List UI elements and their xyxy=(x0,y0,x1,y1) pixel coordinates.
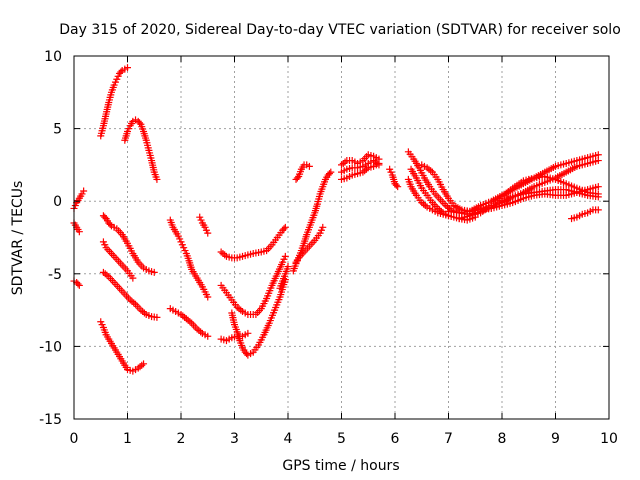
series-arc-r xyxy=(292,161,313,183)
data-point xyxy=(75,228,83,236)
series-arc-p xyxy=(228,276,289,359)
series-arc-h xyxy=(99,268,161,321)
data-point xyxy=(281,223,289,231)
y-tick-label: -15 xyxy=(39,412,62,428)
data-point xyxy=(280,225,288,233)
data-point xyxy=(392,181,400,189)
data-point xyxy=(375,161,383,169)
series-arc-x xyxy=(386,165,402,191)
data-point xyxy=(74,280,82,288)
series-arc-b xyxy=(70,219,83,236)
series-arc-aa xyxy=(404,175,452,220)
series-arc-j xyxy=(166,216,212,301)
data-point xyxy=(153,175,161,183)
data-point xyxy=(244,329,252,337)
x-tick-label: 3 xyxy=(230,431,239,447)
data-point xyxy=(594,193,602,201)
series-arc-t xyxy=(292,223,327,266)
data-point xyxy=(106,220,114,228)
data-point xyxy=(284,263,292,271)
series-arc-q xyxy=(276,263,292,292)
y-tick-label: -5 xyxy=(48,267,62,283)
series-arc-e xyxy=(121,116,161,183)
data-point xyxy=(594,157,602,165)
data-point xyxy=(204,229,212,237)
series-arc-ag xyxy=(498,186,602,205)
series-arc-a xyxy=(70,187,88,212)
x-tick-label: 1 xyxy=(123,431,132,447)
x-tick-label: 6 xyxy=(391,431,400,447)
series-arc-g xyxy=(99,238,137,282)
y-tick-label: 0 xyxy=(53,194,62,210)
x-tick-label: 0 xyxy=(70,431,79,447)
series-arc-s xyxy=(289,168,335,275)
series-arc-l xyxy=(196,213,212,237)
y-tick-label: -10 xyxy=(39,339,62,355)
series-arc-ah xyxy=(568,206,602,223)
y-axis-label: SDTVAR / TECUs xyxy=(10,181,26,296)
data-point xyxy=(150,268,158,276)
series-arc-i xyxy=(97,318,148,375)
x-tick-label: 5 xyxy=(337,431,346,447)
data-point xyxy=(327,168,335,176)
series-arc-w xyxy=(338,157,383,176)
data-point xyxy=(136,119,144,127)
data-point xyxy=(101,213,109,221)
x-tick-label: 9 xyxy=(551,431,560,447)
data-point xyxy=(153,313,161,321)
series-arc-c xyxy=(70,277,83,289)
series-arc-f xyxy=(99,212,158,276)
data-point xyxy=(140,360,148,368)
data-point xyxy=(594,183,602,191)
series-arc-n xyxy=(217,252,289,318)
axis-ticks: 0 1 2 3 4 5 6 7 8 9 10 -15 -10 -5 0 5 10 xyxy=(39,49,618,447)
data-point xyxy=(80,187,88,195)
y-tick-label: 5 xyxy=(53,122,62,138)
x-tick-label: 4 xyxy=(284,431,293,447)
grid-lines xyxy=(74,56,609,419)
x-axis-label: GPS time / hours xyxy=(282,458,399,474)
series-arc-m xyxy=(217,223,289,262)
data-point xyxy=(594,206,602,214)
data-point xyxy=(204,332,212,340)
data-point xyxy=(124,64,131,72)
x-tick-label: 10 xyxy=(600,431,618,447)
data-point xyxy=(305,162,313,170)
x-tick-label: 2 xyxy=(177,431,186,447)
series-arc-d xyxy=(97,64,131,140)
data-point xyxy=(319,223,327,231)
x-tick-label: 7 xyxy=(444,431,453,447)
data-point xyxy=(129,274,137,282)
data-point xyxy=(325,170,333,178)
x-tick-label: 8 xyxy=(498,431,507,447)
series-arc-k xyxy=(166,305,212,340)
data-point xyxy=(394,183,402,191)
data-point xyxy=(75,281,83,289)
data-point xyxy=(204,293,212,301)
data-point xyxy=(117,68,125,76)
data-point xyxy=(293,174,301,182)
data-points xyxy=(70,64,602,375)
data-point xyxy=(281,252,289,260)
chart-title: Day 315 of 2020, Sidereal Day-to-day VTE… xyxy=(59,22,621,38)
y-tick-label: 10 xyxy=(44,49,62,65)
